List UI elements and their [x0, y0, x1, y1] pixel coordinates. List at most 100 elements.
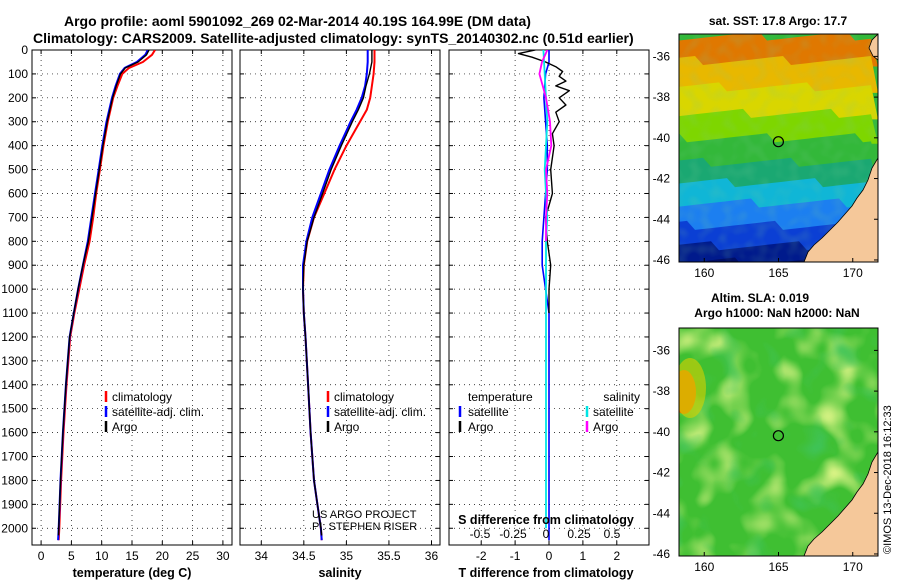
legend-temp-argo-label: Argo: [468, 420, 494, 434]
sla-map-title-line-1: Altim. SLA: 0.019: [711, 291, 809, 305]
difference-x-label: T difference from climatology: [458, 566, 633, 580]
map-lon-label: 165: [768, 266, 788, 280]
sst-map-title: sat. SST: 17.8 Argo: 17.7: [709, 14, 848, 28]
map-lon-label: 170: [843, 266, 863, 280]
map-lat-label: -36: [653, 343, 671, 357]
depth-tick-label: 300: [8, 115, 28, 129]
x-tick-label: -2: [476, 549, 487, 563]
depth-tick-label: 1600: [1, 426, 28, 440]
depth-tick-label: 1100: [2, 306, 28, 320]
x-tick-label: 36: [425, 549, 439, 563]
depth-tick-label: 0: [21, 43, 28, 57]
map-lat-label: -42: [653, 172, 671, 186]
depth-tick-label: 1500: [1, 402, 28, 416]
project-credit: US ARGO PROJECT: [312, 509, 417, 521]
map-lat-label: -42: [653, 466, 671, 480]
x-tick-label: 0: [38, 549, 45, 563]
depth-tick-label: 1300: [1, 354, 28, 368]
salinity-grid: [240, 49, 440, 545]
series-line-salinity-argo: [538, 50, 553, 242]
legend-salinity-heading: salinity: [603, 390, 640, 404]
map-lat-label: -46: [653, 547, 671, 561]
map-lat-label: -40: [653, 425, 671, 439]
s-tick-label: -0.25: [499, 527, 527, 541]
map-lon-label: 170: [843, 560, 863, 574]
depth-tick-label: 800: [8, 234, 28, 248]
sla-land: [803, 451, 878, 556]
temperature-legend: climatology satellite-adj. clim. Argo: [104, 390, 204, 434]
series-line-argo: [302, 50, 373, 536]
sla-map-panel: Altim. SLA: 0.019 Argo h1000: NaN h2000:…: [653, 291, 879, 574]
depth-tick-label: 2000: [1, 521, 28, 535]
temperature-x-ticks: 0 5 10 15 20 25 30: [38, 50, 230, 563]
depth-tick-label: 200: [8, 91, 28, 105]
sst-map-image: [679, 34, 878, 262]
salinity-difference-label: S difference from climatology: [458, 513, 634, 527]
x-tick-label: 1: [580, 549, 587, 563]
map-lat-label: -38: [653, 90, 671, 104]
depth-tick-label: 600: [8, 186, 28, 200]
map-lat-label: -38: [653, 384, 671, 398]
salinity-x-ticks: 34 34.5 35 35.5 36: [255, 50, 439, 563]
s-tick-label: 0: [543, 527, 550, 541]
temperature-x-label: temperature (deg C): [73, 566, 192, 580]
x-tick-label: 34: [255, 549, 269, 563]
legend-sal-satellite-label: satellite: [593, 405, 634, 419]
difference-legend: temperature satellite Argo salinity sate…: [458, 390, 640, 434]
temperature-lines: [57, 50, 156, 541]
depth-tick-label: 900: [8, 258, 28, 272]
temperature-panel: 0100200300400500600700800900100011001200…: [1, 43, 233, 580]
legend-argo-label: Argo: [112, 420, 138, 434]
legend-climatology-label: climatology: [334, 390, 394, 404]
sla-yellow-patch: [679, 358, 706, 418]
depth-tick-label: 400: [8, 139, 28, 153]
temperature-depth-ticks: 0 100 200 300 400 500 600 700 800 900 1000 1100 1200…: [1, 43, 28, 535]
legend-climatology-label: climatology: [112, 390, 172, 404]
title-line-2: Climatology: CARS2009. Satellite-adjuste…: [33, 30, 634, 46]
x-tick-label: 2: [613, 549, 620, 563]
series-line-argo: [57, 50, 150, 536]
depth-tick-label: 1000: [1, 282, 28, 296]
x-tick-label: 35.5: [377, 549, 401, 563]
x-tick-label: 5: [68, 549, 75, 563]
map-lat-label: -36: [653, 49, 671, 63]
sst-map-panel: sat. SST: 17.8 Argo: 17.7 -36 -38 -40 -42 -4…: [653, 14, 879, 280]
depth-tick-label: 1700: [1, 450, 28, 464]
sst-map-yticks: -36 -38 -40 -42 -44 -46: [653, 49, 878, 267]
s-tick-label: -0.5: [470, 527, 491, 541]
depth-tick-label: 100: [8, 67, 28, 81]
temperature-grid: [32, 49, 232, 545]
legend-satellite-label: satellite-adj. clim.: [112, 405, 204, 419]
sst-map-xticks: 160 165 170: [694, 258, 863, 280]
sst-land: [803, 157, 878, 262]
x-tick-label: 30: [216, 549, 230, 563]
map-lon-label: 165: [768, 560, 788, 574]
legend-temp-satellite-label: satellite: [468, 405, 509, 419]
depth-tick-label: 1200: [1, 330, 28, 344]
imos-credit: ©IMOS 13-Dec-2018 16:12:33: [882, 405, 894, 554]
depth-tick-label: 1400: [1, 378, 28, 392]
map-lat-label: -44: [653, 212, 671, 226]
map-lon-label: 160: [694, 266, 714, 280]
x-tick-label: 35: [340, 549, 354, 563]
legend-sal-argo-label: Argo: [593, 420, 619, 434]
title-line-1: Argo profile: aoml 5901092_269 02-Mar-20…: [64, 13, 531, 29]
x-tick-label: -1: [510, 549, 521, 563]
salinity-legend: climatology satellite-adj. clim. Argo: [326, 390, 426, 434]
difference-panel: -2 -1 0 1 2 T difference from climatology S …: [448, 49, 650, 580]
x-tick-label: 15: [125, 549, 139, 563]
pi-credit: PI: STEPHEN RISER: [312, 521, 417, 533]
salinity-plot-frame: [239, 49, 441, 546]
salinity-panel: 34 34.5 35 35.5 36 salinity climatology sate…: [239, 49, 441, 580]
sla-map-yticks: -36 -38 -40 -42 -44 -46: [653, 343, 878, 561]
map-lat-label: -44: [653, 506, 671, 520]
sla-float-marker: [772, 430, 785, 442]
sst-float-marker: [772, 136, 785, 148]
map-lon-label: 160: [694, 560, 714, 574]
sst-land-north: [868, 34, 878, 61]
salinity-lines: [302, 50, 376, 541]
sla-map-title-line-2: Argo h1000: NaN h2000: NaN: [694, 306, 859, 320]
x-tick-label: 0: [546, 549, 553, 563]
depth-tick-label: 500: [8, 163, 28, 177]
